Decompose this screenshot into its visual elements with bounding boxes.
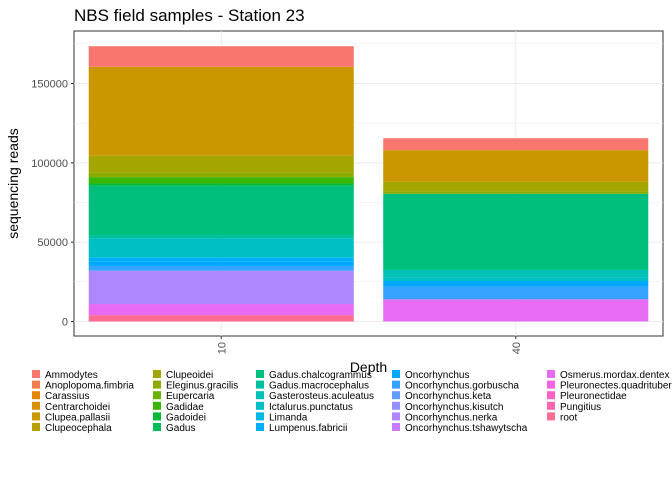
legend-label: Osmerus.mordax.dentex <box>560 370 670 381</box>
bar-segment <box>383 286 649 300</box>
legend-label: Gadus <box>166 423 195 434</box>
legend-label: root <box>560 412 577 423</box>
bar-segment <box>88 304 354 316</box>
legend-key <box>392 391 400 400</box>
legend-key <box>256 391 264 400</box>
x-axis-title: Depth <box>350 359 387 375</box>
legend-key <box>256 412 264 421</box>
legend-label: Oncorhynchus.gorbuscha <box>405 381 519 392</box>
legend-key <box>153 401 161 410</box>
legend-key <box>153 412 161 421</box>
x-axis: 10 40 <box>216 336 523 354</box>
legend-label: Gadoidei <box>166 412 206 423</box>
y-tick-label: 100000 <box>31 158 68 170</box>
legend-key <box>547 412 555 421</box>
legend-key <box>547 391 555 400</box>
legend-label: Oncorhynchus.tshawytscha <box>405 423 528 434</box>
legend-key <box>256 380 264 389</box>
legend-label: Gadidae <box>166 402 204 413</box>
bar-segment <box>88 315 354 322</box>
bar-segment <box>383 181 649 192</box>
legend-key <box>392 380 400 389</box>
bar-segment <box>383 193 649 270</box>
legend-label: Oncorhynchus <box>405 370 469 381</box>
legend-key <box>32 423 40 431</box>
legend-label: Oncorhynchus.kisutch <box>405 402 503 413</box>
y-axis: 0 50000 100000 150000 <box>31 79 74 329</box>
legend-label: Gadus.macrocephalus <box>269 381 369 392</box>
legend-key <box>547 380 555 389</box>
bar-segment <box>88 66 354 156</box>
bar-segment <box>383 269 649 278</box>
legend-key <box>153 391 161 400</box>
legend-label: Eleginus.gracilis <box>166 381 238 392</box>
legend-key <box>392 401 400 410</box>
legend-label: Ictalurus.punctatus <box>269 402 353 413</box>
legend-key <box>392 412 400 421</box>
legend-key <box>32 370 40 378</box>
y-axis-title: sequencing reads <box>5 128 21 239</box>
legend-label: Pungitius <box>560 402 601 413</box>
y-tick-label: 150000 <box>31 79 68 91</box>
legend-label: Pleuronectes.quadrituberculatus <box>560 381 672 392</box>
bar-segment <box>88 46 354 67</box>
bar-segment <box>88 185 354 236</box>
y-tick-label: 50000 <box>37 237 68 249</box>
legend-label: Lumpenus.fabricii <box>269 423 347 434</box>
legend-label: Gasterosteus.aculeatus <box>269 391 374 402</box>
legend-key <box>256 401 264 410</box>
legend-label: Gadus.chalcogrammus <box>269 370 372 381</box>
legend-label: Oncorhynchus.nerka <box>405 412 498 423</box>
legend-key <box>32 391 40 400</box>
bar-segment <box>88 235 354 239</box>
x-tick-label: 40 <box>511 342 523 354</box>
bar-segment <box>88 270 354 305</box>
chart-title: NBS field samples - Station 23 <box>74 6 305 25</box>
legend-label: Clupea.pallasii <box>45 412 110 423</box>
bar-segment <box>383 191 649 194</box>
bar-segment <box>383 277 649 282</box>
legend-key <box>256 423 264 431</box>
bar-segment <box>88 261 354 266</box>
legend-key <box>153 423 161 431</box>
bar-segment <box>383 150 649 182</box>
legend-key <box>153 370 161 378</box>
legend-key <box>153 380 161 389</box>
legend-key <box>547 370 555 378</box>
x-tick-label: 10 <box>216 342 228 354</box>
legend-key <box>392 370 400 378</box>
legend-label: Anoplopoma.fimbria <box>45 381 134 392</box>
legend-label: Clupeoidei <box>166 370 213 381</box>
bar-segment <box>383 138 649 151</box>
legend-key <box>392 423 400 431</box>
bar-segment <box>88 155 354 173</box>
legend-label: Limanda <box>269 412 308 423</box>
bar-segment <box>383 299 649 322</box>
bar-segment <box>88 238 354 258</box>
y-tick-label: 0 <box>62 317 68 329</box>
legend: AmmodytesAnoplopoma.fimbriaCarassiusCent… <box>32 370 672 434</box>
legend-key <box>256 370 264 378</box>
legend-label: Oncorhynchus.keta <box>405 391 492 402</box>
bar-segment <box>383 281 649 287</box>
legend-key <box>32 412 40 421</box>
legend-label: Eupercaria <box>166 391 215 402</box>
legend-label: Pleuronectidae <box>560 391 627 402</box>
bar-segment <box>88 177 354 184</box>
legend-key <box>547 401 555 410</box>
legend-key <box>32 380 40 389</box>
legend-label: Centrarchoidei <box>45 402 110 413</box>
legend-key <box>32 401 40 410</box>
bar-segment <box>88 257 354 262</box>
bar-segment <box>88 172 354 178</box>
bar-segment <box>88 183 354 186</box>
bar-segment <box>88 265 354 271</box>
legend-label: Clupeocephala <box>45 423 112 434</box>
legend-label: Carassius <box>45 391 89 402</box>
bars <box>88 46 649 322</box>
legend-label: Ammodytes <box>45 370 98 381</box>
